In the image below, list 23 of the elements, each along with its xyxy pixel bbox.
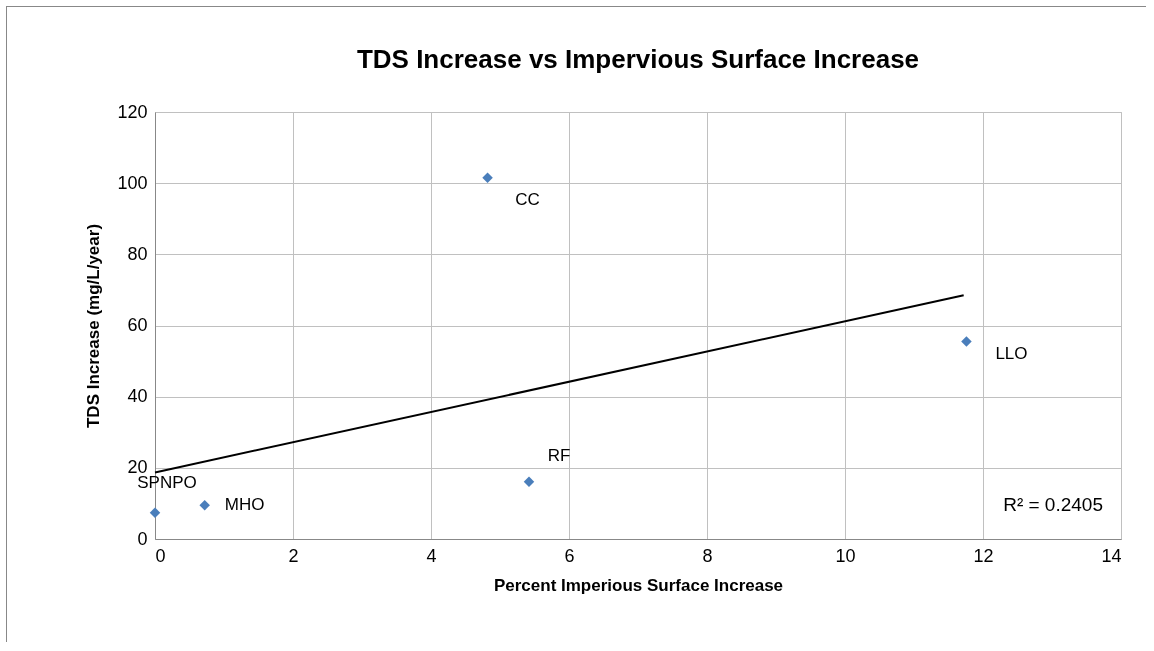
annotation: RF: [547, 445, 571, 465]
x-tick-label: 10: [835, 545, 856, 566]
chart-title: TDS Increase vs Impervious Surface Increase: [356, 44, 920, 74]
x-tick-label: 12: [973, 545, 994, 566]
y-tick-label: 120: [117, 101, 148, 122]
x-tick-label: 2: [288, 545, 299, 566]
annotation: CC: [515, 189, 540, 209]
y-tick-label: 80: [127, 243, 148, 264]
y-tick-label: 100: [117, 172, 148, 193]
x-tick-label: 14: [1101, 545, 1122, 566]
x-axis-title: Percent Imperious Surface Increase: [493, 575, 784, 595]
y-tick-label: 60: [127, 315, 148, 335]
x-tick-label: 4: [426, 545, 437, 566]
annotation: R² = 0.2405: [1003, 494, 1103, 515]
x-tick-label: 8: [702, 545, 713, 566]
annotation: SPNPO: [137, 472, 197, 492]
y-tick-label: 40: [127, 386, 148, 407]
annotation: MHO: [224, 495, 265, 515]
x-tick-label: 0: [155, 545, 166, 566]
x-tick-label: 6: [564, 545, 575, 566]
y-tick-label: 0: [137, 528, 148, 549]
y-axis-title: TDS Increase (mg/L/year): [84, 223, 104, 429]
annotation: LLO: [995, 343, 1028, 363]
